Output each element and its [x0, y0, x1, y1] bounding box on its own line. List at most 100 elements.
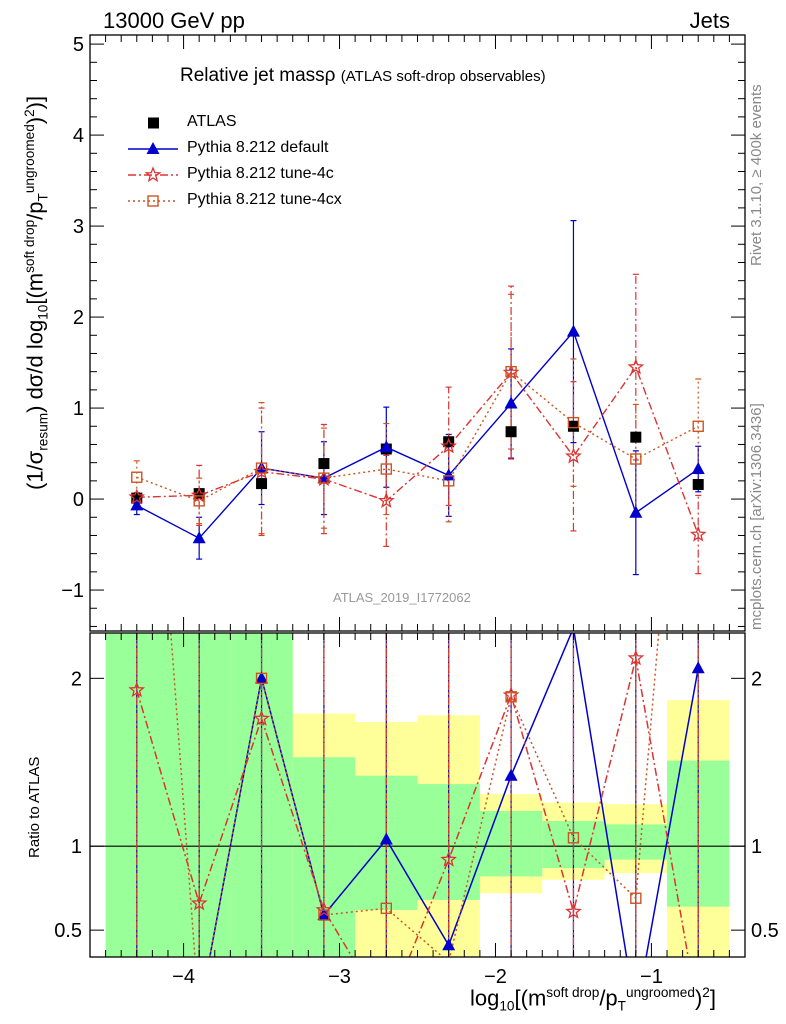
ylabel-part: soft drop: [22, 219, 37, 273]
ylabel-part: /p: [22, 201, 48, 220]
legend-label-tune4c: Pythia 8.212 tune-4c: [187, 165, 334, 182]
analysis-watermark: ATLAS_2019_I1772062: [333, 590, 471, 605]
mc-point-1: [440, 437, 458, 454]
ratio-point-2: [630, 892, 642, 904]
main-ytick-label: 2: [73, 307, 84, 329]
main-line-1: [136, 330, 699, 540]
ratio-line-0: [209, 633, 699, 957]
main-line-3: [136, 370, 699, 502]
xlabel-part: ]: [709, 985, 716, 1011]
xlabel-part: 2: [702, 985, 710, 1000]
ratio-point-0: [379, 832, 393, 845]
main-ytick-label: −1: [61, 580, 84, 602]
mcplots-reference-label: mcplots.cern.ch [arXiv:1306.3436]: [748, 403, 765, 630]
mc-point-0: [192, 531, 206, 544]
ratio-point-0: [442, 938, 456, 951]
xlabel-part: T: [617, 998, 626, 1014]
mc-point-2: [442, 475, 455, 487]
mc-point-2: [630, 453, 642, 465]
atlas-data-point: [567, 420, 579, 432]
mc-point-0: [442, 468, 456, 481]
mc-point-2: [255, 462, 268, 474]
xtick-label: −4: [172, 966, 195, 988]
y-axis-label-main: (1/σresum) dσ/d log10[(msoft drop/pTungr…: [22, 96, 51, 490]
ylabel-part: ): [22, 116, 48, 125]
main-ytick-label: 1: [73, 398, 84, 420]
ylabel-part: 10: [35, 304, 51, 320]
ylabel-part: )]: [22, 95, 48, 110]
ratio-line-1: [136, 658, 689, 957]
ratio-point-1: [128, 681, 146, 698]
header-energy-label: 13000 GeV pp: [103, 8, 245, 33]
y-axis-label-ratio: Ratio to ATLAS: [26, 756, 43, 858]
main-ytick-label: 3: [73, 216, 84, 238]
xtick-label: −1: [640, 966, 663, 988]
mc-point-2: [380, 463, 393, 475]
main-ytick-label: 0: [73, 489, 84, 511]
ratio-point-2: [380, 902, 393, 915]
xlabel-part: ungroomed: [626, 985, 695, 1000]
main-ytick-label: 4: [73, 125, 84, 147]
legend-marker-3: [147, 195, 159, 207]
mc-point-2: [131, 471, 143, 483]
atlas-data-point: [131, 492, 143, 504]
ratio-point-1: [440, 850, 457, 867]
xlabel-part: 10: [499, 998, 515, 1014]
xlabel-part: /p: [599, 985, 618, 1011]
mc-point-2: [567, 416, 580, 429]
mc-point-0: [255, 461, 269, 474]
ratio-point-1: [315, 901, 333, 918]
plot-title-sub: (ATLAS soft-drop observables): [340, 68, 546, 85]
mc-point-0: [629, 505, 643, 518]
atlas-data-point: [692, 479, 704, 491]
legend-label-default: Pythia 8.212 default: [187, 139, 329, 156]
mc-point-0: [130, 498, 144, 511]
ratio-ytick-label: 1: [71, 836, 82, 858]
ratio-point-0: [255, 671, 269, 684]
ratio-point-1: [190, 894, 208, 911]
ratio-point-0: [504, 768, 518, 781]
ylabel-part: (1/σ: [22, 450, 48, 490]
mc-point-0: [504, 396, 518, 409]
atlas-data-point: [193, 488, 205, 500]
plot-title-main: Relative jet massρ: [180, 65, 336, 86]
ratio-ytick-label-right: 2: [751, 668, 762, 690]
rivet-version-label: Rivet 3.1.10, ≥ 400k events: [748, 84, 765, 266]
mc-point-1: [565, 447, 582, 464]
atlas-data-point: [630, 431, 642, 443]
ratio-point-2: [318, 909, 330, 921]
mc-point-1: [190, 486, 208, 503]
ratio-point-2: [505, 691, 517, 703]
ratio-point-1: [565, 902, 582, 919]
ratio-ytick-label: 0.5: [54, 920, 82, 942]
main-ytick-label: 5: [73, 34, 84, 56]
ratio-ytick-label: 2: [71, 668, 82, 690]
ylabel-part: ) dσ/d log: [22, 319, 48, 413]
xtick-label: −2: [484, 966, 507, 988]
xlabel-part: soft drop: [546, 985, 600, 1000]
ratio-point-1: [253, 709, 270, 726]
legend-marker-2: [144, 166, 162, 183]
ratio-point-2: [567, 832, 580, 844]
mc-point-0: [691, 462, 705, 475]
ratio-point-2: [255, 672, 268, 685]
legend-label-atlas: ATLAS: [187, 113, 237, 130]
xtick-label: −3: [328, 966, 351, 988]
atlas-data-point: [318, 458, 330, 470]
mc-point-1: [128, 488, 146, 505]
mc-point-1: [627, 358, 645, 375]
atlas-data-point: [256, 478, 268, 490]
ylabel-part: 2: [22, 109, 37, 117]
xlabel-part: ): [694, 985, 703, 1011]
mc-point-1: [377, 492, 395, 508]
header-process-label: Jets: [689, 8, 730, 33]
ratio-panel-content: [90, 633, 745, 957]
legend-marker-atlas: [148, 117, 159, 129]
mc-point-0: [379, 440, 393, 453]
x-axis-label: log10[(msoft drop/pTungroomed)2]: [470, 985, 716, 1014]
atlas-data-point: [505, 426, 517, 438]
mc-point-1: [689, 525, 707, 542]
plot-title: Relative jet massρ (ATLAS soft-drop obse…: [180, 65, 546, 87]
ratio-ytick-label-right: 1: [751, 836, 762, 858]
xlabel-part: [(m: [514, 985, 547, 1011]
